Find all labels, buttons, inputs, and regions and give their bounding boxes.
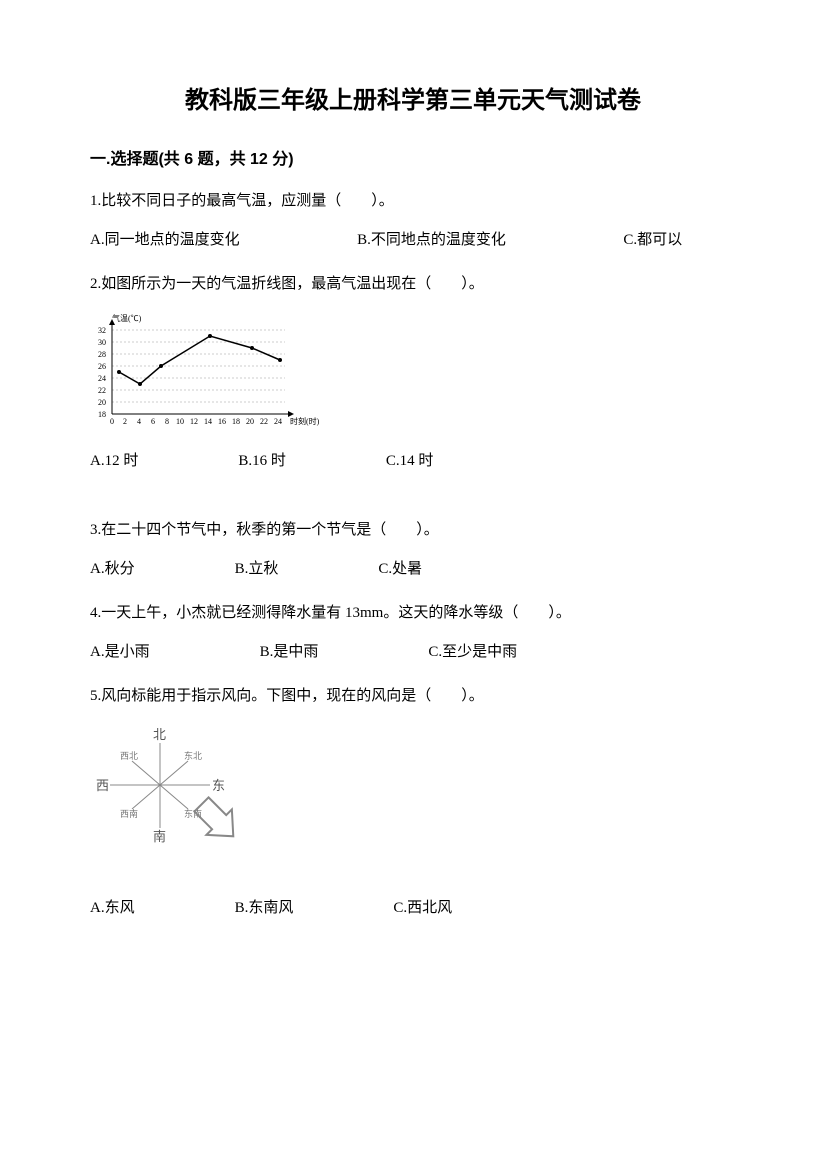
q4-option-b: B.是中雨 xyxy=(260,640,319,664)
q4-option-c: C.至少是中雨 xyxy=(428,640,517,664)
q3-option-c: C.处暑 xyxy=(378,557,422,581)
svg-text:4: 4 xyxy=(137,417,141,426)
question-2: 2.如图所示为一天的气温折线图，最高气温出现在（ ）。 气温(℃) 32 30 … xyxy=(90,272,736,473)
q5-option-c: C.西北风 xyxy=(393,896,452,920)
question-3-text: 3.在二十四个节气中，秋季的第一个节气是（ ）。 xyxy=(90,518,736,542)
compass-ne-label: 东北 xyxy=(184,750,202,761)
compass-diagram: 北 南 西 东 西北 东北 西南 东南 xyxy=(90,723,736,871)
svg-text:0: 0 xyxy=(110,417,114,426)
question-4-options: A.是小雨 B.是中雨 C.至少是中雨 xyxy=(90,640,736,664)
svg-text:18: 18 xyxy=(98,410,106,419)
compass-east-label: 东 xyxy=(212,778,225,793)
svg-text:16: 16 xyxy=(218,417,226,426)
compass-sw-label: 西南 xyxy=(120,808,138,819)
svg-text:22: 22 xyxy=(98,386,106,395)
question-3-options: A.秋分 B.立秋 C.处暑 xyxy=(90,557,736,581)
svg-text:32: 32 xyxy=(98,326,106,335)
compass-south-label: 南 xyxy=(153,829,166,844)
svg-text:10: 10 xyxy=(176,417,184,426)
question-5-options: A.东风 B.东南风 C.西北风 xyxy=(90,896,736,920)
svg-text:时刻(时): 时刻(时) xyxy=(290,416,320,426)
svg-text:24: 24 xyxy=(98,374,106,383)
q3-option-a: A.秋分 xyxy=(90,557,135,581)
q2-option-a: A.12 时 xyxy=(90,449,138,473)
question-4: 4.一天上午，小杰就已经测得降水量有 13mm。这天的降水等级（ ）。 A.是小… xyxy=(90,601,736,664)
q5-option-b: B.东南风 xyxy=(235,896,294,920)
question-3: 3.在二十四个节气中，秋季的第一个节气是（ ）。 A.秋分 B.立秋 C.处暑 xyxy=(90,518,736,581)
question-2-options: A.12 时 B.16 时 C.14 时 xyxy=(90,449,736,473)
svg-text:24: 24 xyxy=(274,417,282,426)
q4-option-a: A.是小雨 xyxy=(90,640,150,664)
svg-text:8: 8 xyxy=(165,417,169,426)
compass-west-label: 西 xyxy=(96,778,109,793)
svg-text:气温(℃): 气温(℃) xyxy=(112,313,142,323)
q2-option-c: C.14 时 xyxy=(386,449,434,473)
page-title: 教科版三年级上册科学第三单元天气测试卷 xyxy=(90,80,736,115)
question-2-text: 2.如图所示为一天的气温折线图，最高气温出现在（ ）。 xyxy=(90,272,736,296)
q1-option-a: A.同一地点的温度变化 xyxy=(90,232,240,248)
svg-text:12: 12 xyxy=(190,417,198,426)
question-1: 1.比较不同日子的最高气温，应测量（ ）。 A.同一地点的温度变化 B.不同地点… xyxy=(90,189,736,252)
svg-text:30: 30 xyxy=(98,338,106,347)
temperature-chart: 气温(℃) 32 30 28 26 24 22 20 18 xyxy=(90,311,736,434)
section-header: 一.选择题(共 6 题，共 12 分) xyxy=(90,145,736,169)
q1-option-b: B.不同地点的温度变化 xyxy=(357,232,506,248)
question-1-options: A.同一地点的温度变化 B.不同地点的温度变化 C.都可以 xyxy=(90,228,736,252)
q1-option-c: C.都可以 xyxy=(623,232,682,248)
compass-north-label: 北 xyxy=(153,727,166,742)
question-5: 5.风向标能用于指示风向。下图中，现在的风向是（ ）。 北 南 西 东 xyxy=(90,684,736,920)
compass-nw-label: 西北 xyxy=(120,751,138,761)
svg-text:2: 2 xyxy=(123,417,127,426)
svg-text:14: 14 xyxy=(204,417,212,426)
q5-option-a: A.东风 xyxy=(90,896,135,920)
question-5-text: 5.风向标能用于指示风向。下图中，现在的风向是（ ）。 xyxy=(90,684,736,708)
svg-text:6: 6 xyxy=(151,417,155,426)
svg-text:26: 26 xyxy=(98,362,106,371)
svg-text:20: 20 xyxy=(98,398,106,407)
question-1-text: 1.比较不同日子的最高气温，应测量（ ）。 xyxy=(90,189,736,213)
svg-text:20: 20 xyxy=(246,417,254,426)
svg-text:18: 18 xyxy=(232,417,240,426)
svg-text:28: 28 xyxy=(98,350,106,359)
q2-option-b: B.16 时 xyxy=(238,449,286,473)
question-4-text: 4.一天上午，小杰就已经测得降水量有 13mm。这天的降水等级（ ）。 xyxy=(90,601,736,625)
q3-option-b: B.立秋 xyxy=(235,557,279,581)
svg-text:22: 22 xyxy=(260,417,268,426)
